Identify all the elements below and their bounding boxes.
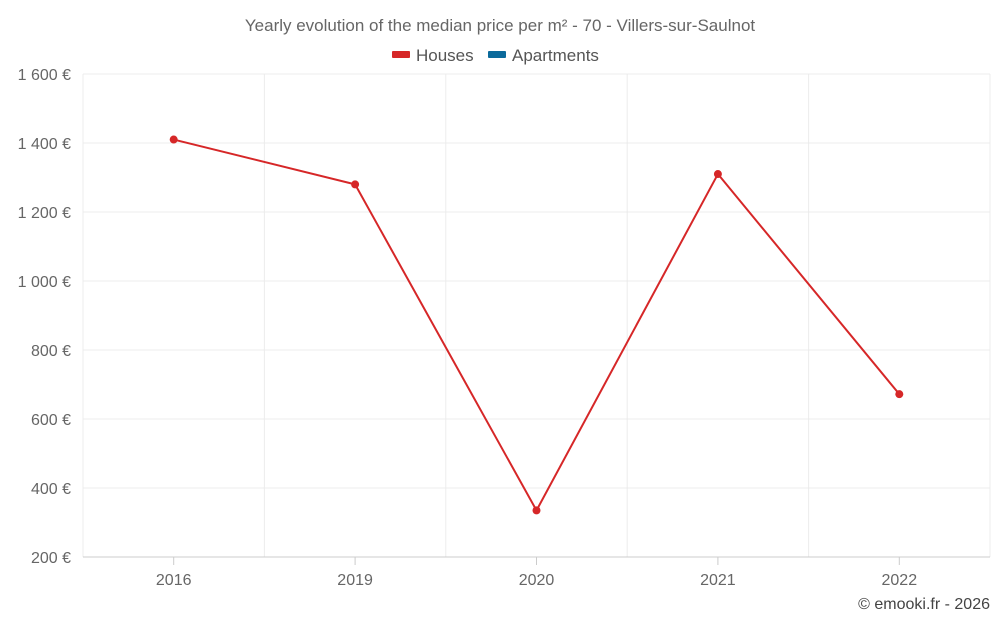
- x-tick-label: 2020: [519, 572, 555, 589]
- series: [169, 135, 904, 515]
- data-point-houses[interactable]: [351, 180, 360, 189]
- data-point-houses[interactable]: [532, 506, 541, 515]
- y-tick-label: 400 €: [31, 481, 71, 498]
- gridlines: [82, 73, 991, 557]
- y-tick-label: 200 €: [31, 550, 71, 567]
- legend-item-apartments[interactable]: Apartments: [488, 46, 599, 65]
- legend-swatch-houses: [392, 51, 410, 58]
- y-tick-label: 1 400 €: [18, 136, 71, 153]
- legend-item-houses[interactable]: Houses: [392, 46, 474, 65]
- y-tick-label: 1 200 €: [18, 205, 71, 222]
- chart-title: Yearly evolution of the median price per…: [245, 16, 756, 35]
- x-tick-label: 2019: [337, 572, 373, 589]
- y-tick-label: 1 600 €: [18, 67, 71, 84]
- x-axis: 2016 2019 2020 2021 2022: [83, 556, 990, 589]
- series-line-houses: [173, 138, 901, 512]
- y-axis: 200 € 400 € 600 € 800 € 1 000 € 1 200 € 1 400 …: [18, 67, 71, 567]
- x-tick-label: 2022: [882, 572, 918, 589]
- legend-swatch-apartments: [488, 51, 506, 58]
- data-point-houses[interactable]: [895, 390, 904, 399]
- y-tick-label: 600 €: [31, 412, 71, 429]
- data-point-houses[interactable]: [713, 170, 722, 179]
- credit-text: © emooki.fr - 2026: [858, 596, 990, 613]
- legend-label-houses: Houses: [416, 46, 474, 65]
- legend-label-apartments: Apartments: [512, 46, 599, 65]
- x-tick-label: 2021: [700, 572, 736, 589]
- x-tick-label: 2016: [156, 572, 192, 589]
- y-tick-label: 800 €: [31, 343, 71, 360]
- legend: Houses Apartments: [392, 46, 599, 65]
- data-point-houses[interactable]: [169, 135, 178, 144]
- y-tick-label: 1 000 €: [18, 274, 71, 291]
